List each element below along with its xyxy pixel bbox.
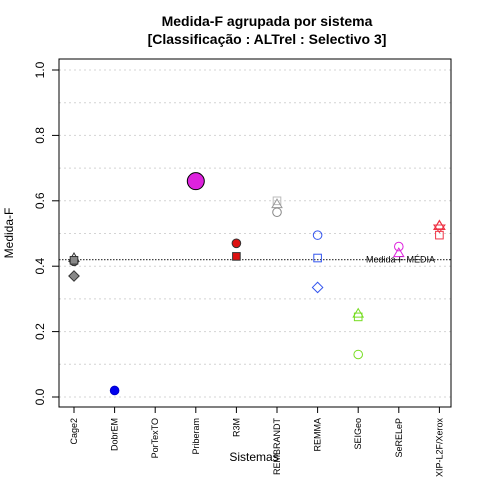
- x-tick-label: Cage2: [69, 418, 79, 445]
- data-point-triangle: [392, 247, 405, 258]
- x-tick-label: SeRELeP: [394, 418, 404, 458]
- reference-line-label: Medida-F MÉDIA: [366, 255, 435, 265]
- data-point-square: [69, 256, 79, 265]
- x-tick-label: REMBRANDT: [272, 418, 282, 476]
- y-tick-label: 0.6: [33, 192, 47, 209]
- data-points: [68, 172, 446, 396]
- plot-frame: [58, 58, 452, 408]
- grid-lines: [59, 69, 451, 398]
- data-point-circle: [272, 207, 282, 218]
- data-point-circle: [353, 349, 364, 360]
- data-point-star: [432, 220, 446, 234]
- chart-subtitle: [Classificação : ALTrel : Selectivo 3]: [148, 31, 387, 47]
- x-tick-label: SEIGeo: [353, 418, 363, 450]
- y-tick-label: 1.0: [33, 61, 47, 78]
- x-axis-title: Sistemas: [229, 450, 278, 464]
- x-tick-label: PorTexTO: [150, 418, 160, 458]
- reference-line-group: Medida-F MÉDIA: [59, 255, 451, 265]
- y-axis: 0.0 0.2 0.4 0.6 0.8 1.0: [33, 61, 59, 405]
- data-point-square: [272, 196, 282, 206]
- x-tick-label: Priberam: [191, 418, 201, 455]
- data-point-square: [435, 230, 444, 240]
- x-axis: Cage2 DobrEM PorTexTO Priberam R3M REMBRANDT R…: [69, 407, 444, 477]
- data-point-circle: [394, 241, 404, 252]
- y-tick-label: 0.0: [33, 388, 47, 405]
- data-point-diamond: [311, 281, 324, 294]
- data-point-square: [353, 312, 363, 322]
- data-point-diamond: [68, 270, 80, 282]
- x-tick-label: REMMA: [313, 418, 323, 452]
- y-tick-label: 0.4: [33, 258, 47, 275]
- data-point-square: [232, 252, 241, 261]
- data-point-circle: [231, 238, 242, 249]
- data-point-circle-large: [186, 172, 205, 191]
- x-tick-label: R3M: [231, 418, 241, 437]
- chart-title: Medida-F agrupada por sistema: [162, 13, 373, 29]
- x-tick-label: DobrEM: [110, 418, 120, 451]
- data-point-square: [313, 253, 322, 263]
- y-tick-label: 0.2: [33, 323, 47, 340]
- y-tick-label: 0.8: [33, 127, 47, 144]
- x-tick-label: XIP-L2F/Xerox: [434, 418, 444, 478]
- data-point-circle: [312, 230, 323, 240]
- y-axis-title: Medida-F: [2, 208, 16, 259]
- data-point-circle: [109, 385, 120, 396]
